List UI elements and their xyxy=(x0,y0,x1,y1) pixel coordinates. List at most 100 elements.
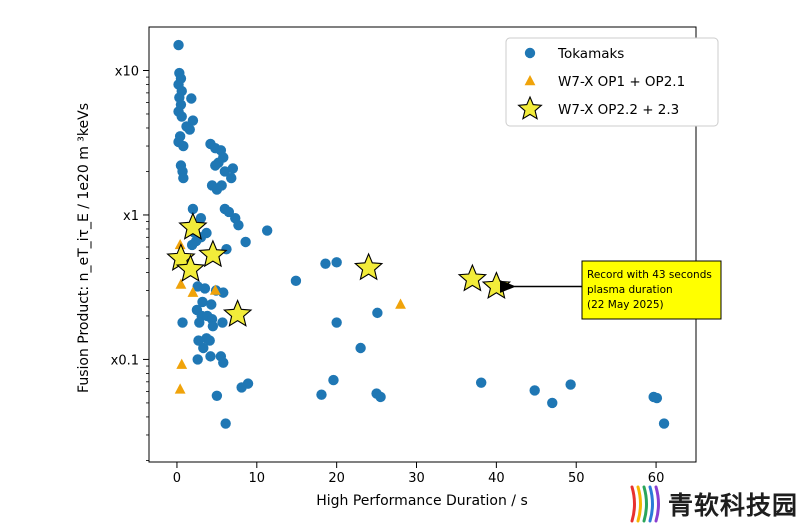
legend-box xyxy=(505,37,719,127)
circle-point xyxy=(199,283,211,294)
triangle-point xyxy=(174,238,186,250)
circle-point xyxy=(529,385,540,396)
annotation-line-2: plasma duration xyxy=(587,284,673,296)
star-point xyxy=(353,252,384,281)
watermark-arc-1 xyxy=(630,485,636,523)
circle-point xyxy=(211,390,223,402)
circle-point xyxy=(184,124,195,135)
circle-point xyxy=(195,212,207,224)
circle-point xyxy=(475,377,487,388)
circle-point xyxy=(331,257,342,268)
triangle-point xyxy=(174,383,186,394)
circle-point xyxy=(320,258,331,269)
circle-point xyxy=(177,317,188,328)
circle-point xyxy=(216,180,227,191)
circle-point xyxy=(261,225,273,236)
series-1 xyxy=(174,238,406,394)
circle-point xyxy=(218,287,229,298)
watermark-logo-icon xyxy=(630,485,660,523)
circle-point xyxy=(197,296,208,308)
circle-point xyxy=(223,206,235,218)
legend-label-tokamaks: Tokamaks xyxy=(557,46,624,62)
circle-point xyxy=(206,299,217,310)
circle-point xyxy=(233,219,244,231)
x-tick-label: 30 xyxy=(408,471,425,486)
annotation-box xyxy=(581,260,722,320)
circle-point xyxy=(236,382,247,393)
circle-point xyxy=(328,374,339,386)
circle-point xyxy=(187,203,199,215)
circle-point xyxy=(218,357,229,368)
legend-marker-0 xyxy=(524,47,536,59)
circle-point xyxy=(372,307,383,319)
triangle-point xyxy=(395,298,406,309)
x-tick-label: 10 xyxy=(249,471,266,486)
record-annotation: Record with 43 seconds plasma duration (… xyxy=(500,260,722,320)
circle-point xyxy=(658,418,670,429)
circle-point xyxy=(178,140,189,152)
data-series xyxy=(166,39,670,429)
watermark-text: 青软科技园 xyxy=(668,491,799,520)
circle-point xyxy=(186,239,198,251)
triangle-point xyxy=(209,284,221,295)
circle-point xyxy=(210,160,221,171)
legend-label-w7x-op22: W7-X OP2.2 + 2.3 xyxy=(558,102,679,118)
watermark-arc-5 xyxy=(654,485,660,523)
y-axis-ticks: x0.1 x1 x10 xyxy=(111,64,149,461)
star-point xyxy=(222,298,253,327)
circle-point xyxy=(192,354,203,365)
circle-point xyxy=(220,418,231,429)
star-point xyxy=(175,253,206,282)
y-tick-label: x0.1 xyxy=(111,353,139,368)
circle-point xyxy=(186,93,197,104)
circle-point xyxy=(226,172,237,184)
watermark-arc-3 xyxy=(642,485,648,523)
circle-point xyxy=(217,317,228,328)
circle-point xyxy=(207,320,219,332)
annotation-line-1: Record with 43 seconds xyxy=(587,269,712,281)
triangle-point xyxy=(175,278,187,289)
circle-point xyxy=(198,342,209,354)
circle-point xyxy=(651,392,663,404)
x-tick-label: 40 xyxy=(488,471,505,486)
triangle-point xyxy=(176,358,188,369)
watermark-arc-4 xyxy=(648,485,654,523)
x-tick-label: 50 xyxy=(568,471,585,486)
circle-point xyxy=(193,335,204,346)
series-0 xyxy=(173,39,670,429)
watermark-arc-2 xyxy=(636,485,642,523)
legend-marker-1 xyxy=(524,75,536,86)
x-tick-label: 0 xyxy=(173,471,181,486)
circle-point xyxy=(176,111,187,122)
circle-point xyxy=(173,39,184,51)
watermark: 青软科技园 xyxy=(628,484,798,524)
legend-markers xyxy=(517,47,543,120)
circle-point xyxy=(290,275,302,287)
legend-label-w7x-op1: W7-X OP1 + OP2.1 xyxy=(558,74,685,90)
circle-point xyxy=(316,389,327,400)
circle-point xyxy=(240,236,251,248)
circle-point xyxy=(547,397,558,409)
circle-point xyxy=(204,335,215,346)
y-tick-label: x1 xyxy=(123,209,139,224)
x-tick-label: 60 xyxy=(648,471,665,486)
circle-point xyxy=(565,379,576,390)
series-2 xyxy=(166,211,512,327)
x-tick-label: 20 xyxy=(328,471,345,486)
circle-point xyxy=(219,166,231,177)
circle-point xyxy=(194,317,205,328)
circle-point xyxy=(205,351,216,362)
circle-point xyxy=(178,172,189,184)
x-axis-label: High Performance Duration / s xyxy=(316,493,528,509)
triangle-point xyxy=(187,286,199,297)
circle-point xyxy=(227,163,239,174)
circle-point xyxy=(201,227,212,239)
star-point xyxy=(198,239,228,268)
star-point xyxy=(178,211,208,240)
y-axis-label: Fusion Product: n_eT_iτ_E / 1e20 m ³keVs xyxy=(76,103,92,393)
annotation-line-3: (22 May 2025) xyxy=(587,299,664,311)
star-point xyxy=(457,263,488,292)
x-axis-ticks: 0 10 20 30 40 50 60 xyxy=(173,462,665,486)
circle-point xyxy=(331,317,342,328)
